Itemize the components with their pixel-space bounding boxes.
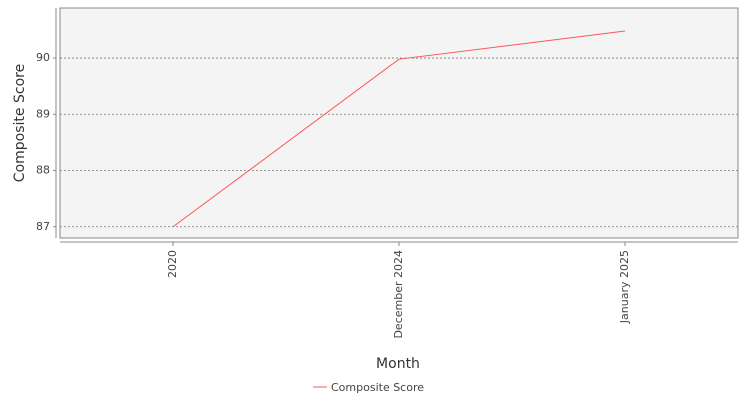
x-axis-title: Month [376,356,420,372]
x-tick-label: January 2025 [618,250,631,324]
x-tick-label: 2020 [166,250,179,278]
y-tick-label: 88 [36,164,50,177]
y-tick-label: 89 [36,107,50,120]
y-tick-label: 90 [36,51,50,64]
x-tick-label: December 2024 [392,250,405,339]
y-axis-title: Composite Score [12,64,28,182]
series-line [172,30,626,228]
y-tick-label: 87 [36,220,50,233]
legend-label: Composite Score [331,381,424,394]
plot-area [59,7,739,239]
